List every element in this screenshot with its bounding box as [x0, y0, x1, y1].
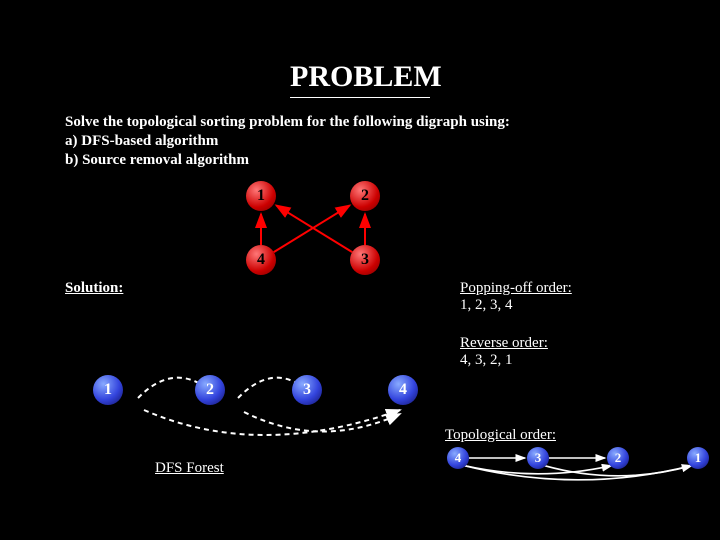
- graph-node-t2: 2: [607, 447, 629, 469]
- popping-order-label: Popping-off order: 1, 2, 3, 4: [460, 280, 572, 314]
- prompt-line: a) DFS-based algorithm: [65, 132, 720, 151]
- graph-node-2: 2: [350, 181, 380, 211]
- graph-node-t3: 3: [527, 447, 549, 469]
- graph-node-c4: 4: [388, 375, 418, 405]
- popping-title: Popping-off order:: [460, 280, 572, 296]
- page-title: PROBLEM: [290, 0, 430, 98]
- graph-node-c1: 1: [93, 375, 123, 405]
- prompt-line: Solve the topological sorting problem fo…: [65, 113, 720, 132]
- topo-edges: [465, 458, 692, 480]
- graph-node-3: 3: [350, 245, 380, 275]
- topological-order-label: Topological order:: [445, 427, 556, 444]
- topo-title: Topological order:: [445, 427, 556, 443]
- prompt-line: b) Source removal algorithm: [65, 151, 720, 170]
- problem-prompt: Solve the topological sorting problem fo…: [65, 113, 720, 169]
- reverse-order-label: Reverse order: 4, 3, 2, 1: [460, 335, 548, 369]
- solution-label: Solution:: [65, 280, 123, 297]
- graph-edges: [261, 205, 365, 252]
- graph-node-t4: 4: [447, 447, 469, 469]
- popping-text: 1, 2, 3, 4: [460, 297, 513, 313]
- reverse-text: 4, 3, 2, 1: [460, 352, 513, 368]
- reverse-title: Reverse order:: [460, 335, 548, 351]
- graph-node-c3: 3: [292, 375, 322, 405]
- dfs-forest-label: DFS Forest: [155, 460, 224, 477]
- graph-node-1: 1: [246, 181, 276, 211]
- graph-node-c2: 2: [195, 375, 225, 405]
- graph-node-t1: 1: [687, 447, 709, 469]
- chain-edges: [138, 378, 400, 435]
- graph-node-4: 4: [246, 245, 276, 275]
